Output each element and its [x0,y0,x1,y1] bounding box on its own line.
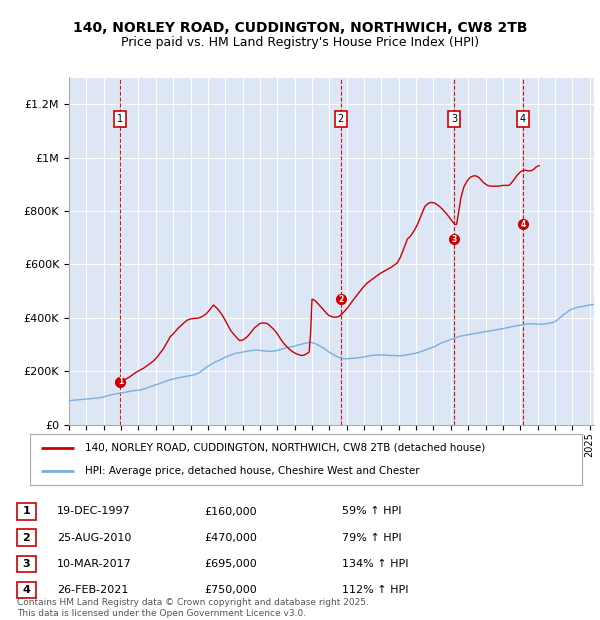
Text: 112% ↑ HPI: 112% ↑ HPI [342,585,409,595]
Text: £160,000: £160,000 [204,507,257,516]
Text: 140, NORLEY ROAD, CUDDINGTON, NORTHWICH, CW8 2TB (detached house): 140, NORLEY ROAD, CUDDINGTON, NORTHWICH,… [85,443,485,453]
Text: £750,000: £750,000 [204,585,257,595]
Text: HPI: Average price, detached house, Cheshire West and Chester: HPI: Average price, detached house, Ches… [85,466,420,476]
Text: 2: 2 [23,533,30,542]
Text: 79% ↑ HPI: 79% ↑ HPI [342,533,401,542]
Text: 19-DEC-1997: 19-DEC-1997 [57,507,131,516]
Text: 4: 4 [22,585,31,595]
Text: 4: 4 [520,114,526,124]
Text: 1: 1 [118,378,123,386]
Text: 26-FEB-2021: 26-FEB-2021 [57,585,128,595]
Text: 10-MAR-2017: 10-MAR-2017 [57,559,132,569]
Text: 134% ↑ HPI: 134% ↑ HPI [342,559,409,569]
Text: 4: 4 [520,220,526,229]
Text: 2: 2 [337,114,344,124]
Text: £470,000: £470,000 [204,533,257,542]
Text: 1: 1 [23,507,30,516]
Text: 25-AUG-2010: 25-AUG-2010 [57,533,131,542]
Text: 3: 3 [23,559,30,569]
Text: 1: 1 [118,114,124,124]
Text: Price paid vs. HM Land Registry's House Price Index (HPI): Price paid vs. HM Land Registry's House … [121,36,479,48]
Text: Contains HM Land Registry data © Crown copyright and database right 2025.
This d: Contains HM Land Registry data © Crown c… [17,598,368,618]
Text: 3: 3 [451,234,457,244]
Text: 59% ↑ HPI: 59% ↑ HPI [342,507,401,516]
Text: 140, NORLEY ROAD, CUDDINGTON, NORTHWICH, CW8 2TB: 140, NORLEY ROAD, CUDDINGTON, NORTHWICH,… [73,21,527,35]
Text: 2: 2 [338,294,343,304]
Text: 3: 3 [451,114,457,124]
Text: £695,000: £695,000 [204,559,257,569]
